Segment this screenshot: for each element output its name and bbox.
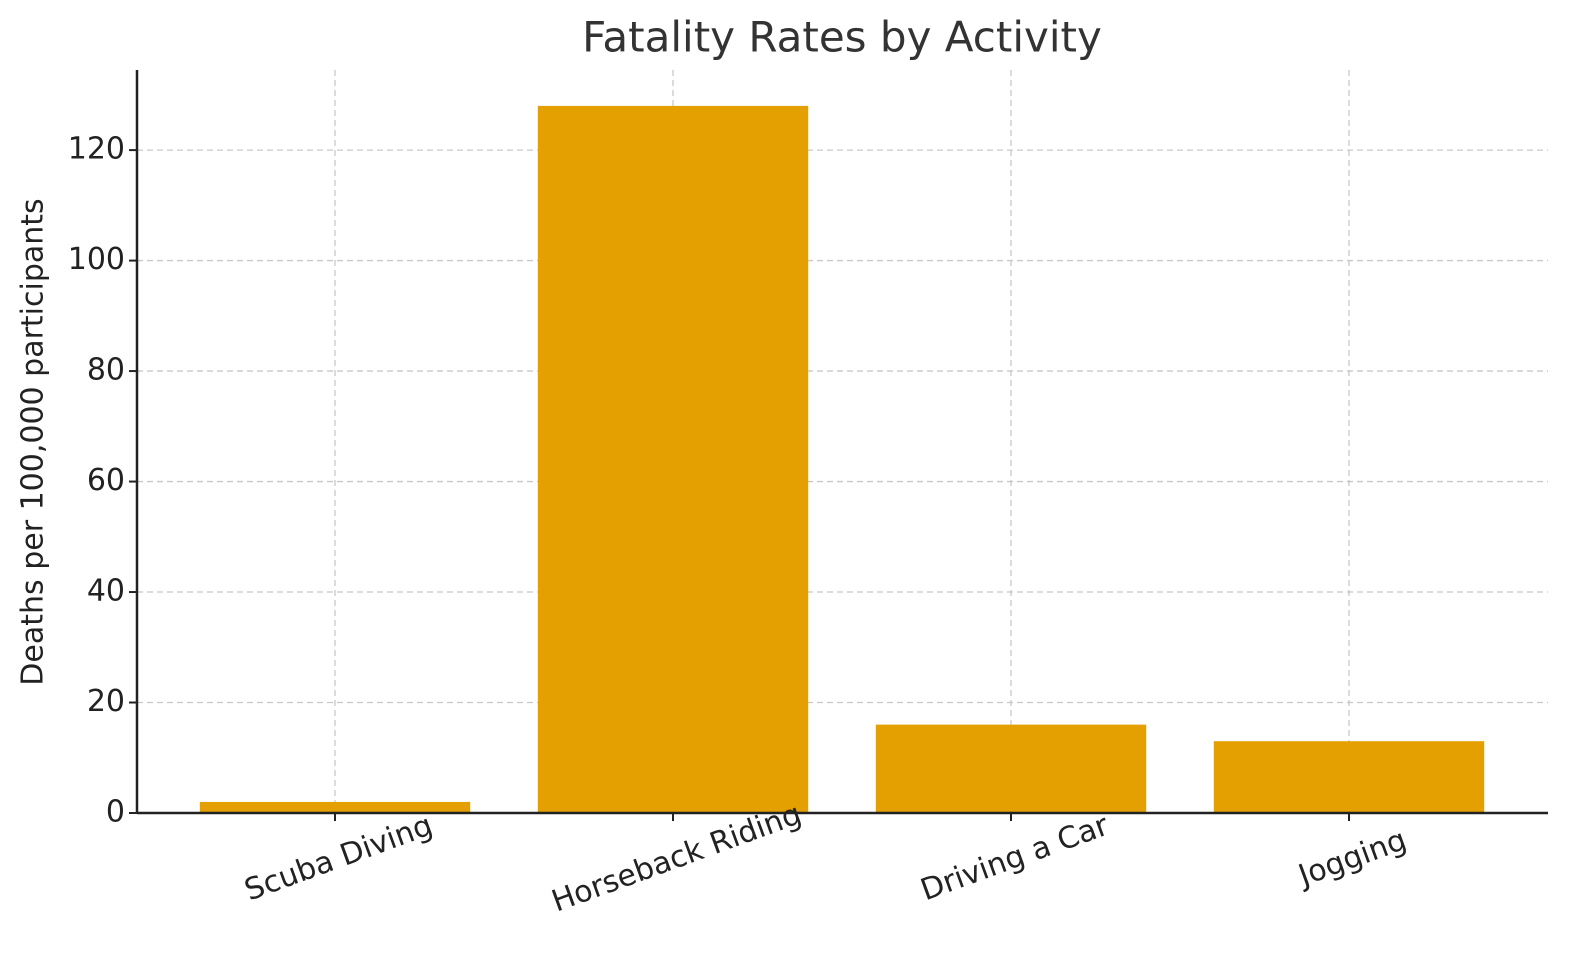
y-tick-label: 40 [87,574,125,609]
chart-title: Fatality Rates by Activity [582,13,1102,62]
y-tick-label: 80 [87,353,125,388]
y-tick-label: 0 [106,795,125,830]
y-tick-label: 100 [68,242,125,277]
x-tick-label: Horseback Riding [547,797,806,920]
x-tick-label: Scuba Diving [240,808,437,908]
bar [875,724,1147,813]
y-tick-label: 20 [87,684,125,719]
bar [199,801,471,813]
x-tick-label: Jogging [1292,823,1411,895]
bar [1213,741,1485,813]
bar [537,105,809,814]
y-tick-label: 120 [68,132,125,167]
x-tick-label: Driving a Car [916,808,1114,909]
y-axis-label: Deaths per 100,000 participants [16,198,51,685]
y-tick-label: 60 [87,463,125,498]
